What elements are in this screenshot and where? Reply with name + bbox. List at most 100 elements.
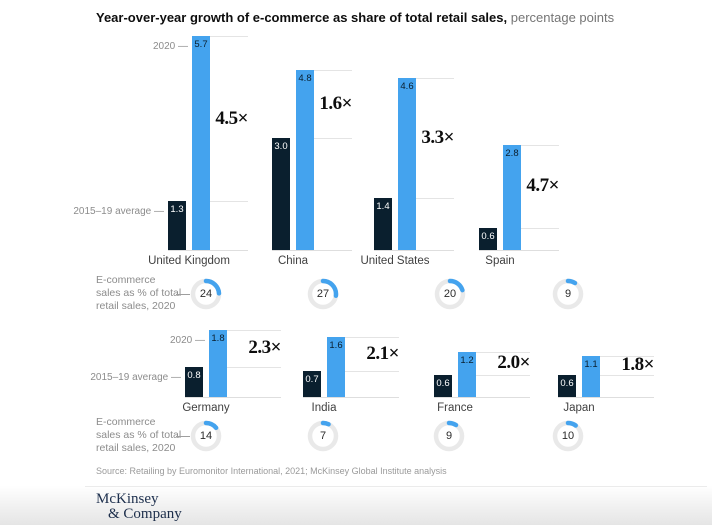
source-note: Source: Retailing by Euromonitor Interna… — [96, 466, 447, 476]
country-label-germany: Germany — [182, 402, 230, 414]
baseline-axis-france — [434, 397, 530, 398]
bar-2020-china-value: 4.8 — [298, 73, 312, 84]
logo-line-1: McKinsey — [96, 491, 159, 507]
baseline-axis-united-states — [374, 250, 454, 251]
bar-baseline-india-value: 0.7 — [305, 373, 319, 385]
bar-2020-japan: 1.1 — [582, 355, 600, 397]
gauge-metric-label-line-2: sales as % of total — [96, 287, 182, 299]
gauge-united-states: 20 — [433, 277, 467, 311]
country-label-china: China — [277, 255, 309, 267]
bar-2020-united-kingdom: 5.7 — [192, 36, 210, 250]
chart-title-unit: percentage points — [510, 10, 615, 25]
gauge-united-states-value: 20 — [443, 288, 457, 300]
leader-line-baseline-united-states — [416, 197, 454, 199]
gauge-france-value: 9 — [445, 430, 453, 442]
gauge-france-ring — [433, 420, 465, 452]
bar-baseline-china-value: 3.0 — [274, 140, 288, 152]
gauge-china-value: 27 — [316, 288, 330, 300]
gauge-germany-value: 14 — [199, 430, 213, 442]
bar-baseline-france: 0.6 — [434, 374, 452, 397]
leader-line-current-united-kingdom — [210, 36, 248, 38]
bar-baseline-india: 0.7 — [303, 370, 321, 397]
bar-baseline-spain-value: 0.6 — [481, 230, 495, 242]
gauge-united-kingdom-ring — [190, 278, 222, 310]
leader-line-current-japan — [600, 355, 654, 357]
bar-baseline-germany-value: 0.8 — [187, 370, 201, 381]
country-label-france: France — [437, 402, 473, 414]
bar-baseline-united-states: 1.4 — [374, 197, 392, 250]
baseline-axis-united-kingdom — [168, 250, 248, 251]
bar-2020-india-value: 1.6 — [329, 340, 343, 351]
bar-2020-japan-value: 1.1 — [584, 358, 598, 370]
gauge-metric-label: E-commerce sales as % of total retail sale… — [96, 274, 181, 313]
bar-baseline-japan-value: 0.6 — [560, 377, 574, 389]
bar-2020-united-kingdom-value: 5.7 — [194, 39, 208, 51]
baseline-axis-china — [272, 250, 352, 251]
gauge-japan-value: 10 — [561, 430, 575, 442]
gauge-japan: 10 — [551, 419, 585, 453]
bar-baseline-germany: 0.8 — [185, 367, 203, 397]
gauge-india: 7 — [306, 419, 340, 453]
gauge-germany-ring — [190, 420, 222, 452]
gauge-metric-label-line-1: E-commerce — [96, 416, 156, 428]
bar-2020-germany: 1.8 — [209, 329, 227, 397]
annotation-2015-19-average: 2015–19 average — — [73, 206, 164, 218]
country-label-india: India — [311, 402, 337, 414]
bar-2020-france: 1.2 — [458, 352, 476, 397]
leader-line-baseline-japan — [600, 374, 654, 376]
country-label-spain: Spain — [485, 255, 515, 267]
gauge-china: 27 — [306, 277, 340, 311]
footer-divider — [85, 486, 707, 487]
chart-title: Year-over-year growth of e-commerce as s… — [96, 10, 614, 25]
multiplier-germany: 2.3× — [248, 337, 281, 359]
bar-baseline-france-value: 0.6 — [436, 377, 450, 389]
multiplier-united-states: 3.3× — [421, 126, 454, 148]
gauge-spain: 9 — [551, 277, 585, 311]
bar-baseline-china: 3.0 — [272, 137, 290, 250]
leader-line-baseline-germany — [227, 367, 281, 368]
gauge-metric-label-line-2: sales as % of total — [96, 429, 182, 441]
multiplier-japan: 1.8× — [621, 354, 654, 376]
bar-baseline-spain: 0.6 — [479, 227, 497, 250]
leader-line-current-germany — [227, 329, 281, 331]
gauge-spain-ring — [552, 278, 584, 310]
baseline-axis-india — [303, 397, 399, 398]
multiplier-united-kingdom: 4.5× — [215, 107, 248, 129]
country-label-japan: Japan — [563, 402, 595, 414]
multiplier-france: 2.0× — [497, 352, 530, 374]
multiplier-spain: 4.7× — [526, 175, 559, 197]
bar-baseline-united-kingdom: 1.3 — [168, 201, 186, 250]
bar-2020-china: 4.8 — [296, 70, 314, 250]
country-label-united-kingdom: United Kingdom — [148, 255, 230, 267]
gauge-connector-line — [176, 436, 190, 437]
gauge-metric-label: E-commerce sales as % of total retail sale… — [96, 416, 181, 455]
leader-line-baseline-china — [314, 137, 352, 139]
baseline-axis-germany — [185, 397, 281, 398]
gauge-metric-label-line-1: E-commerce — [96, 274, 156, 286]
gauge-india-ring — [307, 420, 339, 452]
gauge-united-states-ring — [434, 278, 466, 310]
bar-baseline-united-states-value: 1.4 — [376, 200, 390, 212]
leader-line-baseline-spain — [521, 227, 559, 229]
leader-line-baseline-united-kingdom — [210, 201, 248, 203]
leader-line-baseline-india — [345, 370, 399, 372]
gauge-spain-value: 9 — [564, 288, 572, 300]
bar-2020-united-states: 4.6 — [398, 77, 416, 250]
bar-2020-india: 1.6 — [327, 337, 345, 397]
gauge-metric-label-line-3: retail sales, 2020 — [96, 300, 176, 312]
gauge-france: 9 — [432, 419, 466, 453]
country-label-united-states: United States — [360, 255, 430, 267]
annotation-2020: 2020 — — [152, 41, 188, 53]
gauge-japan-ring — [552, 420, 584, 452]
leader-line-baseline-france — [476, 374, 530, 376]
bar-2020-united-states-value: 4.6 — [400, 80, 414, 92]
gauge-germany: 14 — [189, 419, 223, 453]
annotation-2015-19-average: 2015–19 average — — [90, 372, 181, 383]
mckinsey-logo: McKinsey & Company — [96, 492, 182, 522]
chart-title-bold: Year-over-year growth of e-commerce as s… — [96, 10, 508, 25]
annotation-2020: 2020 — — [169, 334, 205, 346]
bar-2020-germany-value: 1.8 — [211, 332, 225, 344]
logo-line-2: & Company — [108, 506, 182, 522]
bar-2020-spain: 2.8 — [503, 145, 521, 250]
